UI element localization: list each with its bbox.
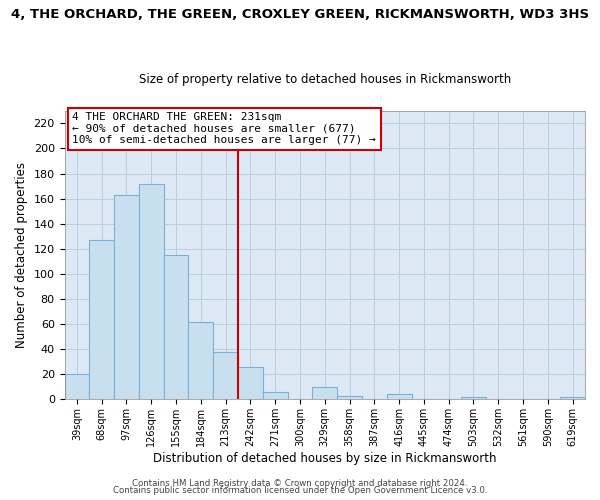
Bar xyxy=(139,184,164,400)
Text: 4, THE ORCHARD, THE GREEN, CROXLEY GREEN, RICKMANSWORTH, WD3 3HS: 4, THE ORCHARD, THE GREEN, CROXLEY GREEN… xyxy=(11,8,589,20)
Text: Contains public sector information licensed under the Open Government Licence v3: Contains public sector information licen… xyxy=(113,486,487,495)
Bar xyxy=(164,255,188,400)
Bar xyxy=(461,397,486,400)
Bar xyxy=(65,374,89,400)
X-axis label: Distribution of detached houses by size in Rickmansworth: Distribution of detached houses by size … xyxy=(153,452,497,465)
Title: Size of property relative to detached houses in Rickmansworth: Size of property relative to detached ho… xyxy=(139,73,511,86)
Bar xyxy=(238,367,263,400)
Bar xyxy=(560,397,585,400)
Bar xyxy=(114,195,139,400)
Y-axis label: Number of detached properties: Number of detached properties xyxy=(15,162,28,348)
Text: 4 THE ORCHARD THE GREEN: 231sqm
← 90% of detached houses are smaller (677)
10% o: 4 THE ORCHARD THE GREEN: 231sqm ← 90% of… xyxy=(73,112,376,146)
Bar xyxy=(89,240,114,400)
Bar xyxy=(213,352,238,400)
Bar xyxy=(387,394,412,400)
Bar xyxy=(337,396,362,400)
Bar xyxy=(313,387,337,400)
Bar xyxy=(188,322,213,400)
Bar xyxy=(263,392,287,400)
Text: Contains HM Land Registry data © Crown copyright and database right 2024.: Contains HM Land Registry data © Crown c… xyxy=(132,478,468,488)
